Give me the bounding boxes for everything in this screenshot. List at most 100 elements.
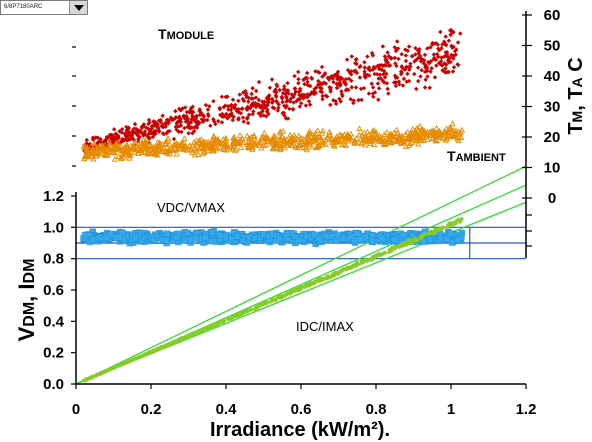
dropdown-button[interactable] — [69, 1, 87, 14]
point-idc-imax — [239, 312, 245, 317]
point-tmodule — [384, 57, 389, 62]
point-idc-imax — [453, 221, 459, 226]
point-tambient — [104, 146, 111, 153]
left-tick-label: 0.0 — [43, 376, 64, 393]
point-tmodule — [380, 44, 386, 49]
point-tmodule — [346, 76, 352, 81]
point-tambient — [221, 146, 228, 153]
point-tmodule — [156, 128, 162, 134]
point-tmodule — [302, 81, 307, 87]
point-tambient — [152, 150, 159, 157]
point-tmodule — [431, 57, 437, 62]
point-tmodule — [160, 124, 166, 130]
point-tmodule — [304, 92, 310, 97]
point-tmodule — [423, 65, 428, 70]
point-tambient — [210, 132, 217, 139]
point-tmodule — [323, 93, 328, 98]
point-tambient — [248, 138, 255, 145]
point-tambient — [132, 145, 139, 152]
point-tmodule — [127, 130, 132, 135]
point-tmodule — [107, 134, 112, 139]
point-tmodule — [241, 119, 246, 124]
point-tambient — [393, 137, 400, 144]
point-vdc-vmax — [420, 238, 427, 245]
point-tmodule — [282, 84, 287, 89]
point-tmodule — [397, 82, 402, 87]
point-tmodule — [274, 98, 279, 104]
point-vdc-vmax — [283, 231, 291, 239]
point-tmodule — [451, 53, 457, 58]
point-tmodule — [307, 83, 313, 89]
point-tmodule — [299, 92, 305, 98]
point-idc-imax — [333, 271, 338, 277]
point-tmodule — [269, 77, 275, 82]
point-tmodule — [380, 63, 386, 69]
point-tmodule — [354, 61, 359, 67]
point-vdc-vmax — [399, 231, 407, 239]
point-idc-imax — [382, 250, 387, 256]
point-tmodule — [422, 52, 428, 58]
point-tambient — [110, 144, 117, 151]
left-tick-label: 1.0 — [43, 219, 64, 236]
point-idc-imax — [271, 296, 276, 302]
point-tmodule — [370, 85, 376, 90]
point-tmodule — [194, 113, 199, 119]
right-axis-title: TM, TA C — [565, 57, 587, 134]
point-idc-imax — [387, 247, 392, 253]
point-tambient — [458, 126, 466, 133]
point-tmodule — [361, 85, 367, 91]
point-tambient — [135, 140, 143, 147]
point-tmodule — [358, 86, 364, 92]
point-tmodule — [153, 128, 159, 134]
point-tmodule — [335, 85, 340, 91]
point-tmodule — [370, 67, 376, 72]
point-tambient — [407, 129, 414, 136]
point-tmodule — [432, 75, 438, 80]
point-vdc-vmax — [310, 231, 318, 239]
point-tmodule — [450, 69, 456, 74]
point-tmodule — [417, 53, 423, 59]
point-vdc-vmax — [162, 237, 170, 244]
point-tmodule — [385, 86, 390, 92]
point-tmodule — [213, 121, 218, 127]
point-tmodule — [319, 89, 325, 95]
point-tmodule — [211, 117, 216, 122]
point-tambient — [362, 141, 369, 148]
device-select[interactable]: 6/8P7180ARC — [0, 0, 88, 15]
point-tmodule — [124, 138, 130, 143]
point-tambient — [237, 137, 244, 144]
point-tambient — [291, 131, 298, 138]
x-tick-label: 1.2 — [516, 401, 537, 418]
point-tmodule — [296, 69, 301, 75]
point-tambient — [237, 144, 245, 150]
point-tambient — [183, 146, 190, 153]
point-tmodule — [104, 134, 110, 140]
point-tmodule — [370, 53, 376, 58]
point-tmodule — [290, 106, 296, 112]
point-vdc-vmax — [409, 231, 417, 239]
point-idc-imax — [126, 358, 131, 364]
point-tambient — [93, 152, 100, 159]
point-tmodule — [301, 77, 306, 82]
point-tmodule — [426, 61, 432, 66]
point-tmodule — [249, 91, 254, 97]
point-tambient — [91, 140, 98, 146]
point-tambient — [331, 142, 338, 149]
point-tmodule — [239, 106, 245, 112]
point-tambient — [277, 146, 284, 153]
point-tmodule — [261, 101, 266, 107]
point-tambient — [211, 136, 218, 143]
point-tmodule — [274, 94, 279, 100]
point-tmodule — [266, 93, 272, 98]
right-tick-label: 50 — [544, 38, 561, 55]
point-tmodule — [124, 124, 129, 130]
point-idc-imax — [150, 349, 156, 354]
point-tambient — [135, 150, 142, 157]
point-idc-imax — [115, 363, 121, 368]
point-tambient — [426, 131, 433, 138]
point-tmodule — [303, 75, 309, 80]
point-idc-imax — [306, 281, 312, 286]
point-tmodule — [238, 110, 243, 116]
point-tambient — [201, 148, 208, 155]
point-tambient — [311, 132, 319, 139]
